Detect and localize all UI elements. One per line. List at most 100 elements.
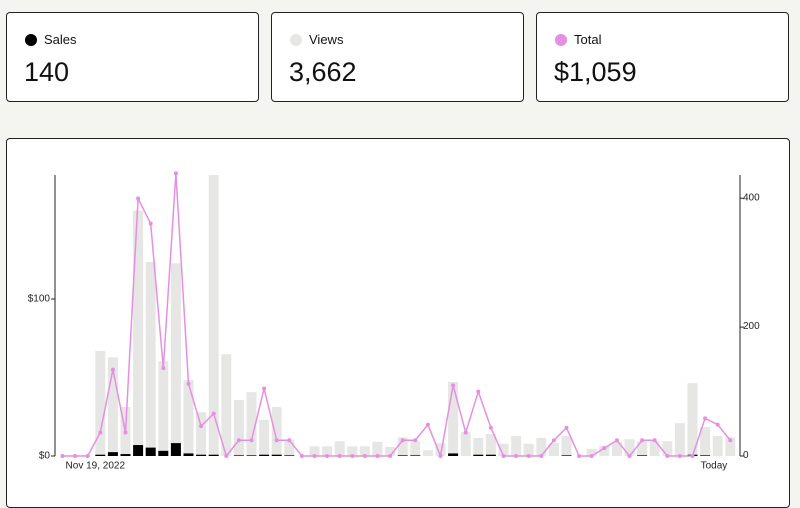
line-point <box>350 454 355 458</box>
line-point <box>85 454 90 458</box>
y-tick-label: $0 <box>39 451 51 462</box>
legend-label: Total <box>574 32 602 47</box>
bar <box>674 423 685 456</box>
stat-card: Views 3,662 <box>271 12 524 102</box>
line-point <box>665 454 670 458</box>
bar <box>725 437 736 456</box>
bar <box>284 455 295 456</box>
line-point <box>325 454 330 458</box>
bar <box>271 407 282 456</box>
y-tick-label: $100 <box>28 294 51 305</box>
bar <box>637 455 648 456</box>
line-point <box>640 438 645 443</box>
line <box>62 173 731 459</box>
bar <box>712 436 723 456</box>
bar <box>107 452 118 456</box>
bar <box>259 454 270 456</box>
line-point <box>652 438 657 443</box>
bar <box>410 455 421 456</box>
line-point <box>98 430 103 435</box>
bar <box>145 447 156 456</box>
bar <box>700 426 711 456</box>
line-point <box>375 454 380 458</box>
line-point <box>551 438 556 443</box>
legend-swatch <box>25 33 37 46</box>
bar <box>208 454 219 456</box>
bar <box>611 441 622 456</box>
line-point <box>577 454 582 458</box>
line-point <box>161 366 166 371</box>
bar <box>498 443 509 456</box>
bar <box>107 357 118 456</box>
bar <box>95 350 106 456</box>
bar <box>473 454 484 456</box>
bar <box>246 455 257 456</box>
line-point <box>249 438 254 443</box>
bar <box>133 210 144 456</box>
line-point <box>677 454 682 458</box>
bar <box>561 436 572 456</box>
line-point <box>60 454 65 458</box>
line-point <box>312 454 317 458</box>
y2-tick-label: 0 <box>743 450 749 461</box>
line-point <box>514 454 519 458</box>
line-point <box>236 438 241 443</box>
line-point <box>614 438 619 443</box>
bar <box>120 454 131 456</box>
bar <box>687 383 698 456</box>
legend-entry: Total <box>555 32 601 47</box>
bar <box>649 441 660 456</box>
bar <box>158 450 169 456</box>
bar <box>637 441 648 456</box>
bar <box>473 437 484 456</box>
line-point <box>488 425 493 430</box>
bar <box>309 446 320 456</box>
line-point <box>262 386 267 391</box>
bar <box>561 455 572 456</box>
bar <box>221 354 232 456</box>
bar <box>208 175 219 456</box>
bar <box>233 399 244 456</box>
x-tick-label: Nov 19, 2022 <box>66 461 126 472</box>
stat-card: Sales 140 <box>6 12 259 102</box>
stat-card: Total $1,059 <box>536 12 789 102</box>
bar <box>448 381 459 456</box>
bar <box>485 454 496 456</box>
legend-swatch <box>555 33 567 46</box>
bar <box>397 437 408 456</box>
bar <box>372 441 383 456</box>
bar <box>233 455 244 456</box>
line-point <box>602 446 607 451</box>
line-point <box>186 381 191 386</box>
bar <box>435 443 446 456</box>
bar <box>183 453 194 456</box>
bar <box>599 445 610 456</box>
bar <box>397 455 408 456</box>
bar <box>485 434 496 456</box>
bar <box>523 443 534 456</box>
line-point <box>703 416 708 421</box>
line-point <box>299 454 304 458</box>
legend-label: Views <box>309 32 344 47</box>
bar <box>536 437 547 456</box>
line-point <box>362 454 367 458</box>
line-point <box>173 171 178 176</box>
bar <box>662 441 673 456</box>
y2-tick-label: 400 <box>743 192 760 203</box>
bar <box>410 441 421 456</box>
legend-entry: Sales <box>25 32 77 47</box>
bar <box>511 436 522 456</box>
bar <box>359 446 370 456</box>
line-point <box>425 422 430 427</box>
line-point <box>337 454 342 458</box>
line-point <box>136 196 141 201</box>
line-point <box>715 422 720 427</box>
line-point <box>564 425 569 430</box>
line-point <box>526 454 531 458</box>
line-point <box>199 424 204 429</box>
bar <box>183 379 194 456</box>
bar <box>586 448 597 456</box>
bar <box>700 455 711 456</box>
line-point <box>413 438 418 443</box>
bar <box>145 262 156 456</box>
